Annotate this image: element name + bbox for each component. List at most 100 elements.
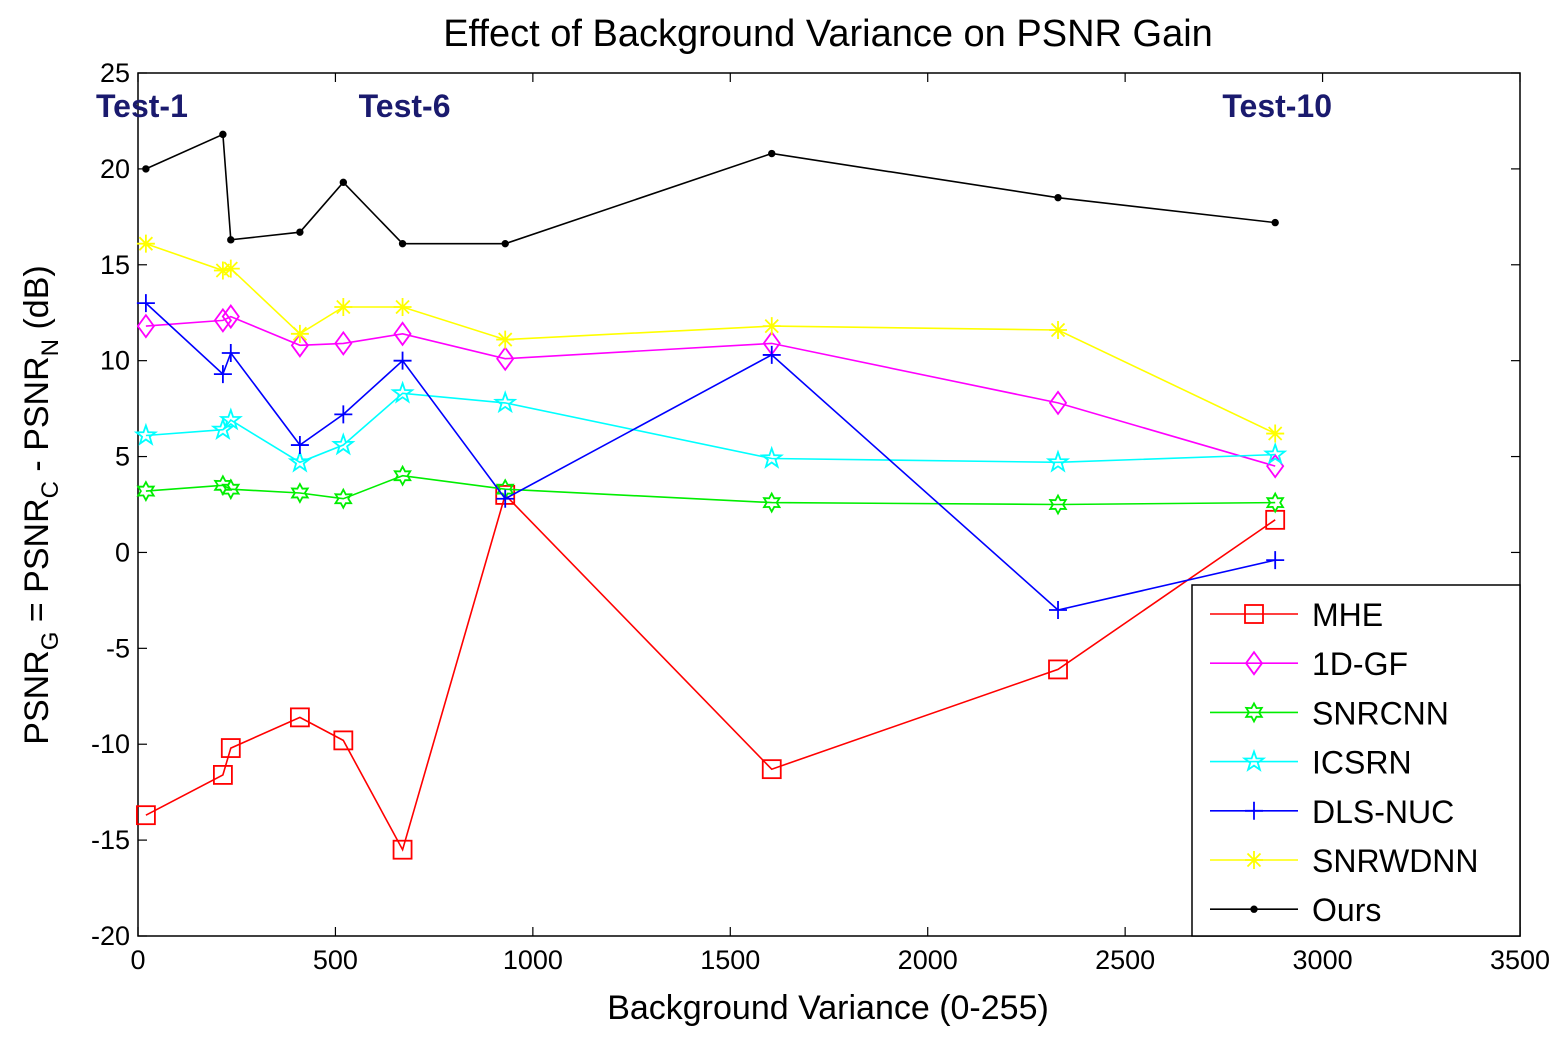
- data-point-dls-nuc: [221, 343, 240, 362]
- legend-marker-mhe: [1244, 604, 1264, 624]
- x-tick-label: 2000: [898, 945, 958, 975]
- data-point-icsrn: [210, 416, 236, 441]
- y-tick-label: 20: [100, 154, 130, 184]
- x-tick-label: 2500: [1095, 945, 1155, 975]
- legend-marker-1d-gf: [1244, 650, 1264, 676]
- y-tick-label: 25: [100, 58, 130, 88]
- data-point-icsrn: [390, 380, 415, 404]
- legend: MHE 1D-GF SNRCNN ICSRN DLS-NUC SNRWDNN Ours: [1191, 584, 1521, 937]
- series-icsrn: [133, 380, 1288, 473]
- data-point-snrcnn: [333, 487, 353, 510]
- data-point-1d-gf: [496, 346, 515, 372]
- data-point-snrwdnn: [290, 324, 309, 343]
- data-point-snrcnn: [1265, 491, 1285, 514]
- data-point-ours: [1271, 218, 1279, 227]
- y-tick-label: 5: [115, 442, 130, 472]
- series-dls-nuc: [136, 294, 1285, 619]
- y-tick-label: 10: [100, 346, 130, 376]
- annotation-label: Test-6: [359, 88, 451, 124]
- data-point-snrcnn: [1048, 493, 1068, 516]
- data-point-dls-nuc: [213, 365, 232, 384]
- data-point-dls-nuc: [762, 345, 781, 364]
- data-point-ours: [398, 239, 407, 248]
- series-1d-gf: [136, 304, 1285, 479]
- series-snrwdnn: [136, 234, 1285, 443]
- x-tick-label: 3500: [1490, 945, 1550, 975]
- series-line-ours: [145, 133, 1276, 245]
- y-tick-label: -10: [91, 729, 130, 759]
- data-point-1d-gf: [136, 313, 156, 339]
- series-line-mhe: [145, 493, 1276, 852]
- test-annotations: Test-1 Test-6 Test-10: [96, 88, 1332, 124]
- legend-label-1d-gf: 1D-GF: [1312, 646, 1408, 682]
- data-point-icsrn: [218, 407, 243, 431]
- data-point-snrwdnn: [136, 234, 155, 253]
- data-point-ours: [768, 149, 776, 158]
- legend-label-dls-nuc: DLS-NUC: [1312, 794, 1454, 830]
- series-line-dls-nuc: [145, 302, 1276, 611]
- data-point-dls-nuc: [334, 405, 353, 424]
- data-point-ours: [142, 165, 150, 173]
- data-point-mhe: [289, 707, 310, 728]
- series-ours: [142, 130, 1279, 248]
- data-point-dls-nuc: [136, 294, 155, 313]
- data-point-ours: [219, 130, 227, 139]
- legend-label-mhe: MHE: [1312, 597, 1383, 633]
- data-point-mhe: [333, 730, 354, 751]
- data-point-snrwdnn: [334, 297, 353, 316]
- series-line-snrcnn: [145, 474, 1276, 506]
- data-point-snrcnn: [393, 464, 412, 487]
- x-tick-label: 500: [313, 945, 358, 975]
- data-point-dls-nuc: [393, 351, 412, 370]
- x-axis-label: Background Variance (0-255): [607, 989, 1049, 1027]
- legend-label-snrcnn: SNRCNN: [1312, 695, 1449, 731]
- legend-marker-ours: [1250, 905, 1258, 913]
- data-point-snrcnn: [762, 491, 782, 514]
- data-point-icsrn: [493, 390, 518, 414]
- series-line-1d-gf: [145, 315, 1276, 467]
- y-label-psnr-g: PSNR: [18, 650, 56, 744]
- data-point-mhe: [1048, 659, 1068, 680]
- data-point-mhe: [135, 805, 156, 826]
- data-point-snrwdnn: [496, 330, 515, 349]
- data-point-icsrn: [287, 449, 313, 473]
- data-point-snrcnn: [136, 480, 156, 503]
- chart-title: Effect of Background Variance on PSNR Ga…: [443, 13, 1213, 55]
- data-point-snrcnn: [221, 478, 241, 501]
- y-label-sub-c: C: [37, 481, 64, 498]
- data-point-icsrn: [1045, 449, 1071, 473]
- legend-marker-snrwdnn: [1245, 851, 1263, 869]
- data-point-ours: [501, 239, 509, 248]
- data-point-ours: [227, 236, 235, 244]
- legend-label-icsrn: ICSRN: [1312, 745, 1412, 781]
- y-tick-label: 15: [100, 250, 130, 280]
- y-label-unit: (dB): [18, 265, 56, 339]
- x-tick-label: 1000: [503, 945, 563, 975]
- y-tick-label: 0: [115, 537, 130, 567]
- data-point-icsrn: [133, 422, 158, 446]
- data-point-ours: [1054, 193, 1062, 202]
- data-point-mhe: [761, 759, 782, 780]
- legend-marker-dls-nuc: [1245, 801, 1263, 820]
- series-line-snrwdnn: [145, 242, 1276, 435]
- legend-marker-snrcnn: [1244, 701, 1264, 724]
- data-point-mhe: [212, 765, 233, 785]
- data-point-snrwdnn: [213, 261, 232, 280]
- data-point-snrwdnn: [221, 259, 240, 278]
- y-label-sub-n: N: [37, 339, 64, 356]
- legend-marker-icsrn: [1241, 748, 1267, 772]
- data-point-snrwdnn: [393, 297, 412, 316]
- data-point-1d-gf: [393, 321, 412, 347]
- data-point-1d-gf: [213, 307, 233, 333]
- data-point-dls-nuc: [496, 489, 515, 508]
- annotation-label: Test-1: [96, 88, 188, 124]
- legend-label-ours: Ours: [1312, 892, 1381, 928]
- data-point-mhe: [392, 839, 413, 860]
- data-point-dls-nuc: [1266, 551, 1285, 570]
- data-series: [133, 130, 1288, 860]
- y-tick-label: -20: [91, 921, 130, 951]
- annotation-label: Test-10: [1222, 88, 1332, 124]
- data-point-mhe: [220, 738, 241, 758]
- data-point-ours: [296, 228, 304, 236]
